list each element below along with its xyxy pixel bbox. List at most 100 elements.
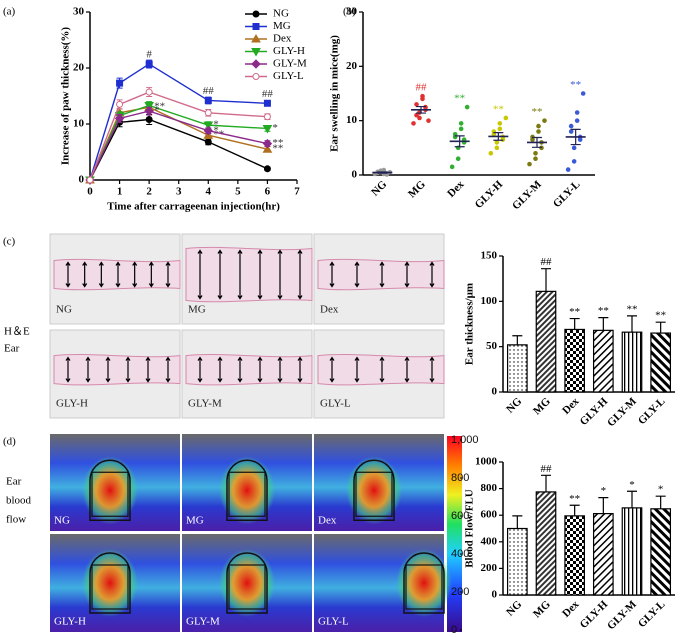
error-bar [454,135,465,148]
panel-label: (d) [3,436,16,448]
significance-label: * [272,122,278,134]
arrow [217,356,223,383]
arrow [165,261,171,288]
significance-label: # [146,49,152,61]
arrow [237,356,243,383]
arrow [115,261,121,288]
arrow [65,261,71,288]
data-point [571,159,577,164]
series-line [89,118,268,181]
colorbar-label: 600 [451,510,469,522]
roi [89,459,131,522]
x-tick-label: NG [504,598,524,618]
significance-label: ## [541,463,553,475]
row-label: H＆E [4,326,30,338]
arrow [197,249,203,300]
marker [116,100,124,108]
x-tick-label: GLY-L [551,178,583,210]
image-label: Dex [320,304,339,316]
error-bar [512,515,523,529]
data-point [580,91,586,96]
x-tick-label: 1 [117,186,123,198]
bar [592,329,614,393]
tissue [317,353,445,386]
roi-box [228,471,266,517]
legend-marker [252,73,260,80]
data-point [503,115,509,121]
error-bar [570,128,581,146]
colorbar-label: 800 [451,472,469,484]
marker [262,138,273,149]
y-tick-label: 0 [352,169,358,181]
arrow [257,249,263,300]
tissue [185,353,313,386]
flow-hotspot [396,549,452,617]
bar [564,515,586,596]
error-bar [655,495,666,509]
x-tick-label: Dex [560,598,582,620]
x-tick-label: GLY-M [510,178,544,212]
tissue [53,258,181,291]
legend-label: GLY-M [273,58,307,70]
y-tick-label: 800 [481,482,498,494]
roi-box [91,471,129,517]
error-bar [627,315,637,333]
image-label: NG [56,304,72,316]
data-point [411,121,416,126]
significance-label: ## [416,82,428,94]
marker [204,96,212,104]
marker [203,121,214,131]
image-label: GLY-H [56,398,88,410]
colorbar [447,436,462,632]
x-tick-label: NG [504,395,524,415]
bar [564,328,586,393]
data-point [568,123,574,129]
bar [592,513,614,596]
significance-label: ** [570,79,581,91]
bar [506,527,528,596]
x-tick-label: GLY-H [473,178,506,211]
flow-hotspot [219,549,275,617]
x-tick-label: GLY-L [636,395,668,427]
y-tick-label: 1000 [475,456,498,468]
significance-label: ** [627,303,638,315]
x-tick-label: 3 [176,186,182,198]
y-axis-label: Blood Flow/FLU [464,489,476,568]
image-label: NG [54,515,70,527]
x-tick-label: Dex [560,395,582,417]
legend-marker [252,23,260,30]
roi-box [91,564,129,610]
x-tick-label: 7 [294,186,300,198]
arrow [145,356,151,383]
significance-label: ** [213,129,224,141]
significance-label: * [658,484,664,496]
marker [145,116,153,124]
y-tick-label: 600 [481,509,498,521]
data-point [494,145,500,151]
x-axis-label: Time after carrageenan injection(hr) [107,201,280,213]
y-tick-label: 50 [486,340,498,352]
significance-label: * [154,105,160,117]
significance-label: ** [655,310,666,322]
arrow [165,356,171,383]
x-tick-label: MG [406,178,428,200]
data-point [414,112,419,118]
legend-marker [251,59,261,69]
error-bar [493,132,504,141]
marker [144,102,155,111]
arrow [354,356,360,383]
bar [535,290,557,393]
data-point [497,121,503,126]
marker [144,106,154,116]
y-tick-label: 10 [346,114,358,126]
error-bar [598,317,609,331]
data-point [568,129,574,134]
x-tick-label: GLY-H [578,598,611,631]
data-point [536,123,541,129]
arrow [329,261,335,288]
legend-label: MG [273,20,291,32]
marker [203,126,213,136]
arrow [132,261,138,288]
significance-label: ** [272,143,283,155]
colorbar-label: 0 [451,624,457,636]
